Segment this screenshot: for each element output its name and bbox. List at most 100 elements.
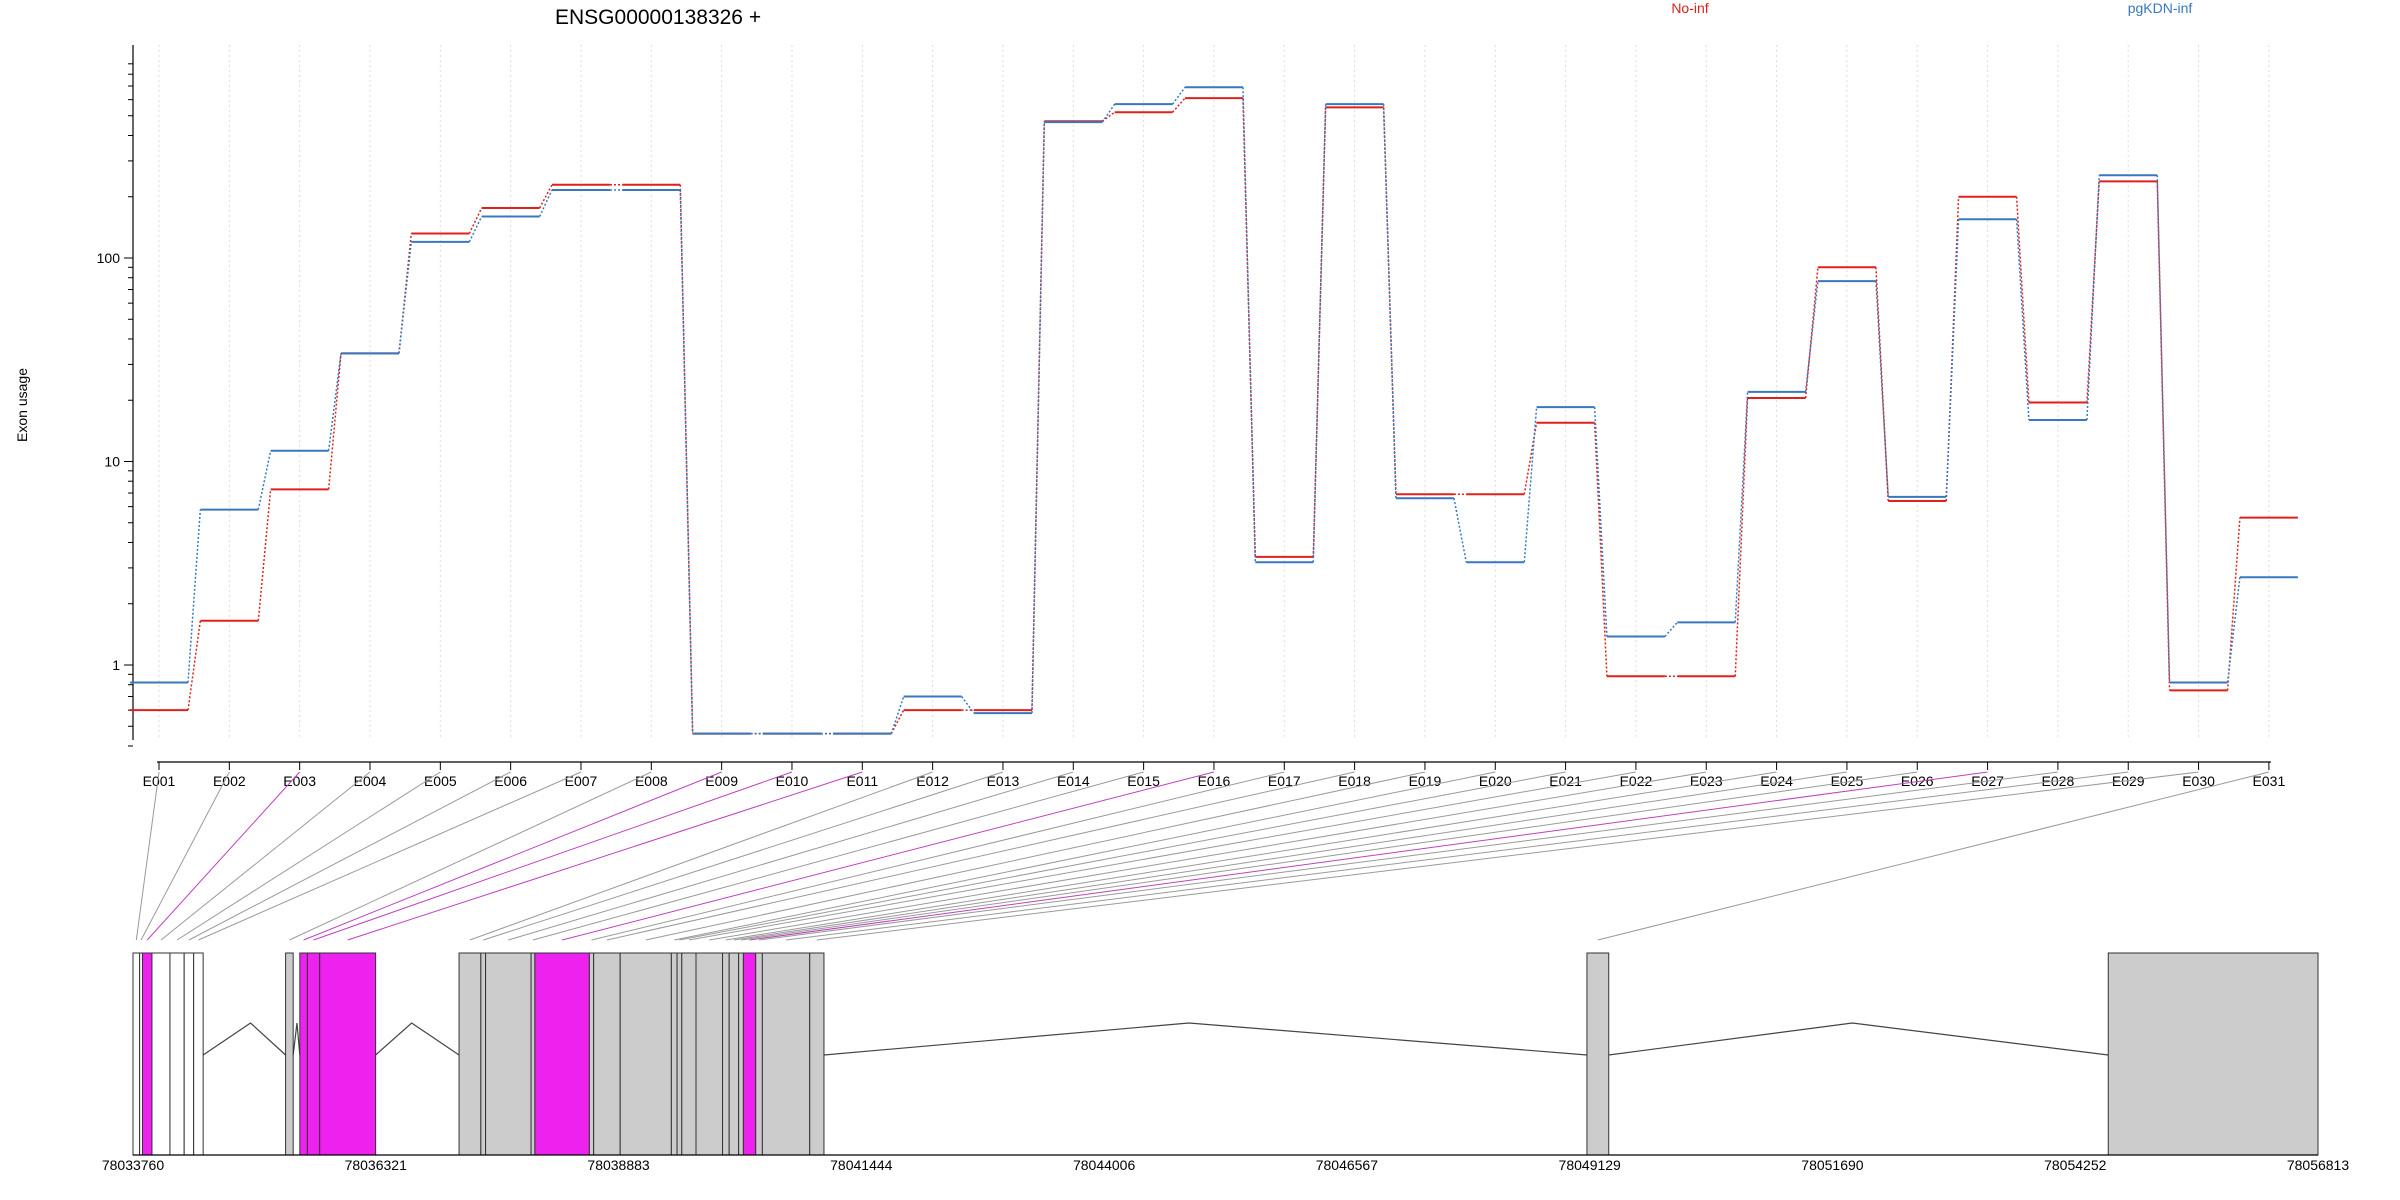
series-connector (1945, 219, 1960, 497)
series-connector (1101, 111, 1116, 122)
exon-box (480, 952, 487, 1156)
exon-connector-line (749, 771, 1988, 941)
series-connector (1734, 391, 1749, 623)
plot-axes: 1 10 100 E001 E002 E003 E004 E005 E006 E007 E008 E0… (97, 45, 2286, 789)
x-tick-label: E006 (494, 773, 527, 789)
series-connector (257, 489, 272, 621)
exon-connector-line (1597, 771, 2270, 941)
intron-line (823, 1022, 1587, 1056)
exon-box (193, 952, 204, 1156)
exon-box (306, 952, 321, 1156)
exon-box (728, 952, 740, 1156)
exon-box (285, 952, 294, 1156)
series-connector (1804, 281, 1819, 392)
series-connector (538, 184, 553, 209)
series-connector (468, 207, 483, 234)
series-connector (2086, 175, 2100, 420)
exon-connector-line (725, 771, 1777, 941)
exon-connector-line (740, 771, 1918, 941)
exon-connector-line (679, 771, 1566, 941)
exon-connector-line (347, 771, 863, 941)
exon-box (485, 952, 532, 1156)
x-tick-label: E024 (1760, 773, 1793, 789)
exon-connector-line (733, 771, 1847, 941)
x-tick-label: E026 (1901, 773, 1934, 789)
x-tick-label: E002 (213, 773, 246, 789)
series-connector (187, 509, 202, 683)
x-tick-label: E003 (283, 773, 316, 789)
exon-connector-line (188, 771, 511, 941)
intron-line (292, 1022, 301, 1056)
series-connector (2226, 517, 2241, 691)
series-connector (1312, 107, 1327, 557)
x-tick-label: E010 (776, 773, 809, 789)
series-connector (1172, 86, 1186, 105)
x-tick-label: E007 (565, 773, 598, 789)
exon-connector-line (758, 771, 2058, 941)
exon-box (619, 952, 672, 1156)
exon-connector-line (160, 771, 371, 941)
exon-box (722, 952, 730, 1156)
exon-connector-line (816, 771, 2199, 941)
x-tick-label: E017 (1268, 773, 1301, 789)
legend-entry-no-inf: No-inf (1671, 0, 1708, 16)
exon-connector-line (313, 771, 793, 941)
x-tick-label: E001 (143, 773, 176, 789)
exon-connector-line (645, 771, 1426, 941)
exon-box (742, 952, 757, 1156)
genomic-axis-label: 78056813 (2287, 1157, 2350, 1173)
series-connector (398, 241, 413, 354)
exon-connector-line (688, 771, 1637, 941)
exon-connector-line (198, 771, 582, 941)
exon-connector-line (606, 771, 1355, 941)
series-connector (961, 696, 975, 714)
series-connector (1875, 267, 1889, 501)
x-tick-label: E005 (424, 773, 457, 789)
x-tick-label: E009 (705, 773, 738, 789)
x-tick-label: E011 (846, 773, 878, 789)
series-connector (1593, 407, 1608, 637)
x-tick-label: E031 (2253, 773, 2286, 789)
series-pgkdn-inf (130, 86, 2298, 735)
exon-box (319, 952, 377, 1156)
exon-connector-line (508, 771, 1074, 941)
y-axis-label: Exon usage (14, 368, 30, 442)
data-series (130, 86, 2298, 735)
intron-line (202, 1022, 287, 1056)
genomic-axis-label: 78051690 (1801, 1157, 1864, 1173)
genomic-axis-label: 78054252 (2044, 1157, 2107, 1173)
series-connector (327, 353, 342, 451)
genomic-axis-label: 78041444 (830, 1157, 893, 1173)
x-tick-label: E012 (916, 773, 949, 789)
exon-box (809, 952, 825, 1156)
exon-box (676, 952, 683, 1156)
x-tick-label: E025 (1831, 773, 1864, 789)
series-connector (1664, 621, 1678, 638)
exon-connector-line (176, 771, 441, 941)
exon-box (593, 952, 621, 1156)
exon-connectors (135, 771, 2270, 941)
exon-box (755, 952, 763, 1156)
genomic-axis-label: 78044006 (1073, 1157, 1136, 1173)
intron-line (375, 1022, 460, 1056)
exon-connector-line (469, 771, 933, 941)
x-tick-label: E022 (1620, 773, 1653, 789)
exon-connector-line (303, 771, 722, 941)
series-connector (1312, 104, 1327, 563)
series-connector (1242, 87, 1257, 563)
vertical-gridlines (158, 45, 2270, 740)
x-tick-label: E004 (354, 773, 387, 789)
exon-connector-line (140, 771, 230, 941)
series-connector (1734, 398, 1749, 677)
gene-model-track: 78033760 78036321 78038883 78041444 78044006… (102, 952, 2350, 1173)
exon-connector-line (483, 771, 1004, 941)
exon-box (761, 952, 811, 1156)
exon-box (695, 952, 724, 1156)
series-connector (1875, 281, 1889, 497)
series-connector (1523, 407, 1538, 563)
exon-box (670, 952, 678, 1156)
series-connector (2086, 181, 2100, 403)
exon-box (141, 952, 153, 1156)
x-tick-label: E014 (1057, 773, 1090, 789)
